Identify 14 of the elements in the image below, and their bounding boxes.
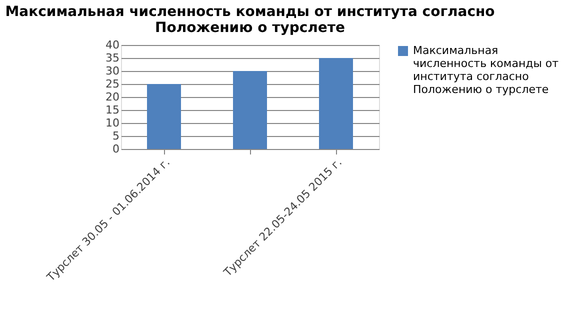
y-tick-label: 40 <box>106 38 120 52</box>
y-tick-label: 5 <box>112 130 120 142</box>
y-tick-label: 0 <box>112 142 120 156</box>
chart-title: Максимальная численность команды от института согласно Положению о турслете <box>5 4 496 36</box>
y-tick-label: 30 <box>106 64 120 78</box>
y-tick-label: 20 <box>106 90 120 104</box>
y-tick-label: 15 <box>106 104 120 116</box>
bar <box>147 84 181 149</box>
y-tick-label: 10 <box>106 116 120 130</box>
y-tick-label: 25 <box>106 78 120 90</box>
legend-label: Максимальная численность команды от института согласно Положению о турслете <box>413 44 560 96</box>
y-tick-label: 35 <box>106 52 120 64</box>
bar <box>233 71 267 149</box>
bar <box>319 58 353 149</box>
